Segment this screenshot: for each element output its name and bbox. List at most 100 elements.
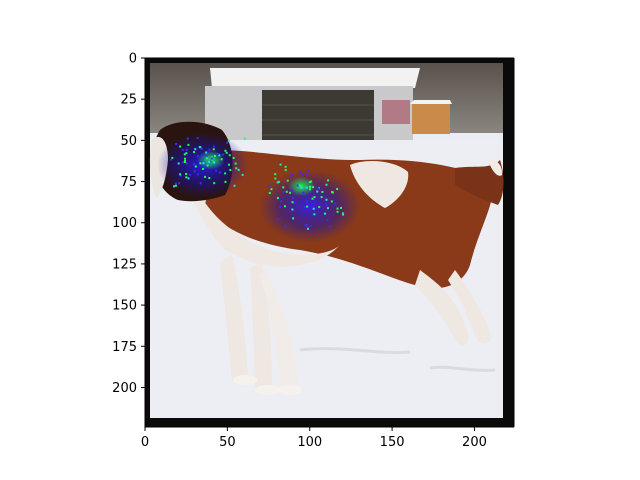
saliency-speckle — [185, 148, 188, 151]
saliency-speckle — [311, 197, 314, 200]
saliency-speckle — [316, 190, 319, 193]
shed — [205, 68, 452, 148]
saliency-speckle — [179, 174, 182, 177]
saliency-speckle — [193, 170, 196, 173]
saliency-speckle — [330, 200, 333, 203]
saliency-speckle — [218, 171, 221, 174]
saliency-speckle — [291, 208, 294, 211]
saliency-speckle — [328, 225, 331, 228]
x-ticks: 0 50 100 150 200 — [141, 427, 487, 450]
saliency-speckle — [227, 163, 230, 166]
saliency-speckle — [321, 190, 324, 193]
saliency-speckle — [218, 154, 221, 157]
saliency-speckle — [290, 189, 293, 192]
saliency-blob — [197, 150, 225, 171]
saliency-speckle — [326, 207, 329, 210]
saliency-speckle — [193, 150, 196, 153]
saliency-speckle — [312, 207, 315, 210]
x-tick-label: 0 — [141, 435, 149, 450]
saliency-speckle — [300, 174, 303, 177]
saliency-speckle — [175, 142, 178, 145]
saliency-speckle — [305, 200, 308, 203]
saliency-speckle — [284, 224, 287, 227]
axes — [144, 57, 515, 428]
saliency-speckle — [186, 137, 189, 140]
saliency-speckle — [243, 137, 246, 140]
saliency-speckle — [210, 156, 213, 159]
saliency-speckle — [181, 148, 184, 151]
saliency-speckle — [306, 173, 309, 176]
saliency-speckle — [334, 202, 337, 205]
saliency-speckle — [280, 200, 283, 203]
saliency-speckle — [225, 141, 228, 144]
saliency-speckle — [174, 184, 177, 187]
saliency-speckle — [306, 227, 309, 230]
saliency-speckle — [292, 217, 295, 220]
saliency-speckle — [291, 196, 294, 199]
saliency-speckle — [277, 180, 280, 183]
saliency-speckle — [325, 198, 328, 201]
y-ticks: 0 25 50 75 100 125 150 175 200 — [112, 52, 145, 396]
saliency-speckle — [233, 184, 236, 187]
saliency-speckle — [340, 206, 343, 209]
saliency-speckle — [234, 162, 237, 165]
saliency-speckle — [194, 148, 197, 151]
saliency-speckle — [313, 213, 316, 216]
saliency-speckle — [325, 183, 328, 186]
saliency-speckle — [189, 173, 192, 176]
saliency-speckle — [202, 162, 205, 165]
saliency-speckle — [199, 162, 202, 165]
snow-track — [429, 365, 496, 372]
saliency-speckle — [224, 149, 227, 152]
saliency-speckle — [170, 158, 173, 161]
saliency-speckle — [283, 205, 286, 208]
y-tick-label: 175 — [112, 340, 137, 355]
saliency-speckle — [342, 212, 345, 215]
saliency-speckle — [284, 169, 287, 172]
saliency-speckle — [304, 224, 307, 227]
saliency-speckle — [213, 154, 216, 157]
saliency-speckle — [179, 173, 182, 176]
saliency-speckle — [208, 148, 211, 151]
saliency-speckle — [224, 180, 227, 183]
saliency-speckle — [209, 160, 212, 163]
saliency-speckle — [194, 165, 197, 168]
saliency-speckle — [325, 204, 328, 207]
saliency-speckle — [232, 157, 235, 160]
saliency-speckle — [285, 190, 288, 193]
saliency-speckle — [185, 173, 188, 176]
saliency-speckle — [302, 191, 305, 194]
saliency-speckle — [299, 170, 302, 173]
saliency-speckle — [286, 179, 289, 182]
saliency-speckle — [196, 155, 199, 158]
saliency-speckle — [312, 186, 315, 189]
saliency-speckle — [277, 218, 280, 221]
saliency-speckle — [296, 184, 299, 187]
saliency-speckle — [282, 186, 285, 189]
saliency-speckle — [306, 205, 309, 208]
saliency-speckle — [308, 181, 311, 184]
saliency-speckle — [326, 219, 329, 222]
saliency-speckle — [268, 185, 271, 188]
saliency-speckle — [279, 163, 282, 166]
saliency-speckle — [324, 212, 327, 215]
saliency-speckle — [268, 192, 271, 195]
saliency-speckle — [229, 169, 232, 172]
y-tick-label: 0 — [129, 52, 137, 67]
saliency-speckle — [222, 153, 225, 156]
saliency-speckle — [183, 153, 186, 156]
saliency-speckle — [228, 154, 231, 157]
saliency-speckle — [288, 174, 291, 177]
saliency-speckle — [215, 169, 218, 172]
saliency-speckle — [224, 172, 227, 175]
saliency-speckle — [179, 145, 182, 148]
saliency-speckle — [213, 161, 216, 164]
saliency-speckle — [279, 205, 282, 208]
saliency-speckle — [205, 151, 208, 154]
saliency-speckle — [206, 164, 209, 167]
saliency-speckle — [213, 182, 216, 185]
saliency-speckle — [205, 157, 208, 160]
saliency-overlay — [156, 132, 361, 243]
saliency-speckle — [212, 148, 215, 151]
